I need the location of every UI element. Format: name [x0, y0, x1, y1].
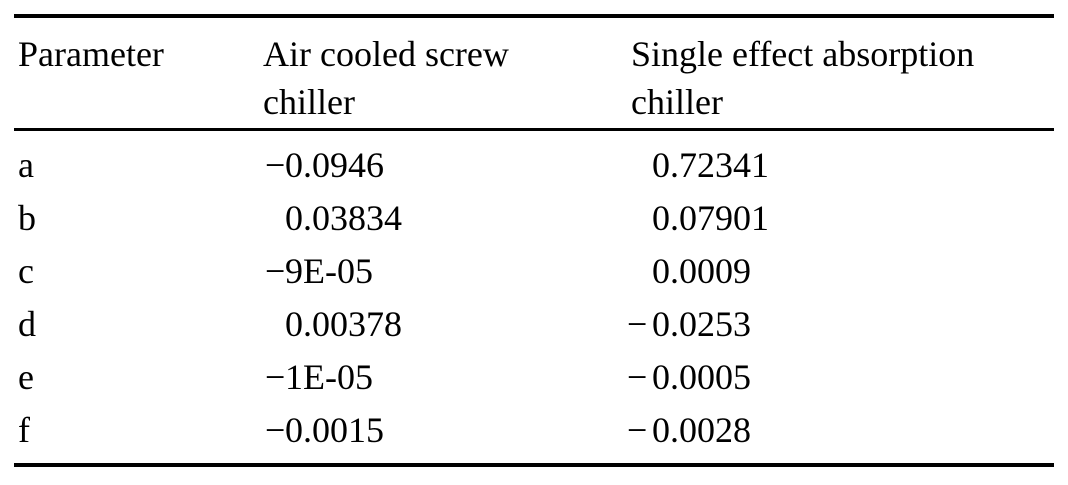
- value-number: 0.07901: [652, 198, 769, 238]
- value-number: 0.0946: [285, 145, 384, 185]
- value-sign: −: [265, 410, 286, 450]
- value-number: 0.0253: [652, 304, 751, 344]
- air-cooled-value: −1E-05: [263, 351, 631, 404]
- table-row: c −9E-05 0.0009: [14, 245, 1054, 298]
- parameters-table: Parameter Air cooled screw chiller Singl…: [14, 14, 1054, 467]
- parameter-label: d: [18, 304, 36, 344]
- air-cooled-value: −0.0946: [263, 139, 631, 192]
- parameter-label: c: [18, 251, 34, 291]
- value-number: 9E-05: [285, 251, 373, 291]
- single-effect-value: 0.07901: [625, 192, 1054, 245]
- single-effect-value: −0.0028: [625, 404, 1054, 457]
- column-header-parameter: Parameter: [18, 34, 164, 74]
- air-cooled-value: −9E-05: [263, 245, 631, 298]
- single-effect-value: 0.0009: [625, 245, 1054, 298]
- column-header-air-cooled-screw-chiller: Air cooled screw chiller: [263, 34, 509, 122]
- value-sign: −: [265, 251, 286, 291]
- column-header-single-effect-absorption-chiller: Single effect absorption chiller: [631, 34, 975, 122]
- air-cooled-value: −0.0015: [263, 404, 631, 457]
- parameter-label: a: [18, 145, 34, 185]
- single-effect-value: −0.0005: [625, 351, 1054, 404]
- parameter-label: f: [18, 410, 30, 450]
- value-sign: −: [265, 145, 286, 185]
- table-row: d 0.00378 −0.0253: [14, 298, 1054, 351]
- table-row: e −1E-05 −0.0005: [14, 351, 1054, 404]
- value-number: 0.0015: [285, 410, 384, 450]
- single-effect-value: 0.72341: [625, 139, 1054, 192]
- table-row: f −0.0015 −0.0028: [14, 404, 1054, 457]
- value-sign: −: [627, 410, 648, 450]
- table-row: b 0.03834 0.07901: [14, 192, 1054, 245]
- value-number: 0.72341: [652, 145, 769, 185]
- value-number: 0.00378: [285, 304, 402, 344]
- table-row: a −0.0946 0.72341: [14, 139, 1054, 192]
- single-effect-value: −0.0253: [625, 298, 1054, 351]
- table-header-row: Parameter Air cooled screw chiller Singl…: [14, 18, 1054, 131]
- air-cooled-value: 0.03834: [263, 192, 631, 245]
- value-sign: −: [265, 357, 286, 397]
- value-number: 0.0009: [652, 251, 751, 291]
- value-sign: −: [627, 304, 648, 344]
- parameter-label: e: [18, 357, 34, 397]
- value-sign: −: [627, 357, 648, 397]
- value-number: 0.0028: [652, 410, 751, 450]
- value-number: 0.03834: [285, 198, 402, 238]
- value-number: 1E-05: [285, 357, 373, 397]
- air-cooled-value: 0.00378: [263, 298, 631, 351]
- table-body: a −0.0946 0.72341 b 0.03834 0.07901 c −9…: [14, 131, 1054, 463]
- parameter-label: b: [18, 198, 36, 238]
- value-number: 0.0005: [652, 357, 751, 397]
